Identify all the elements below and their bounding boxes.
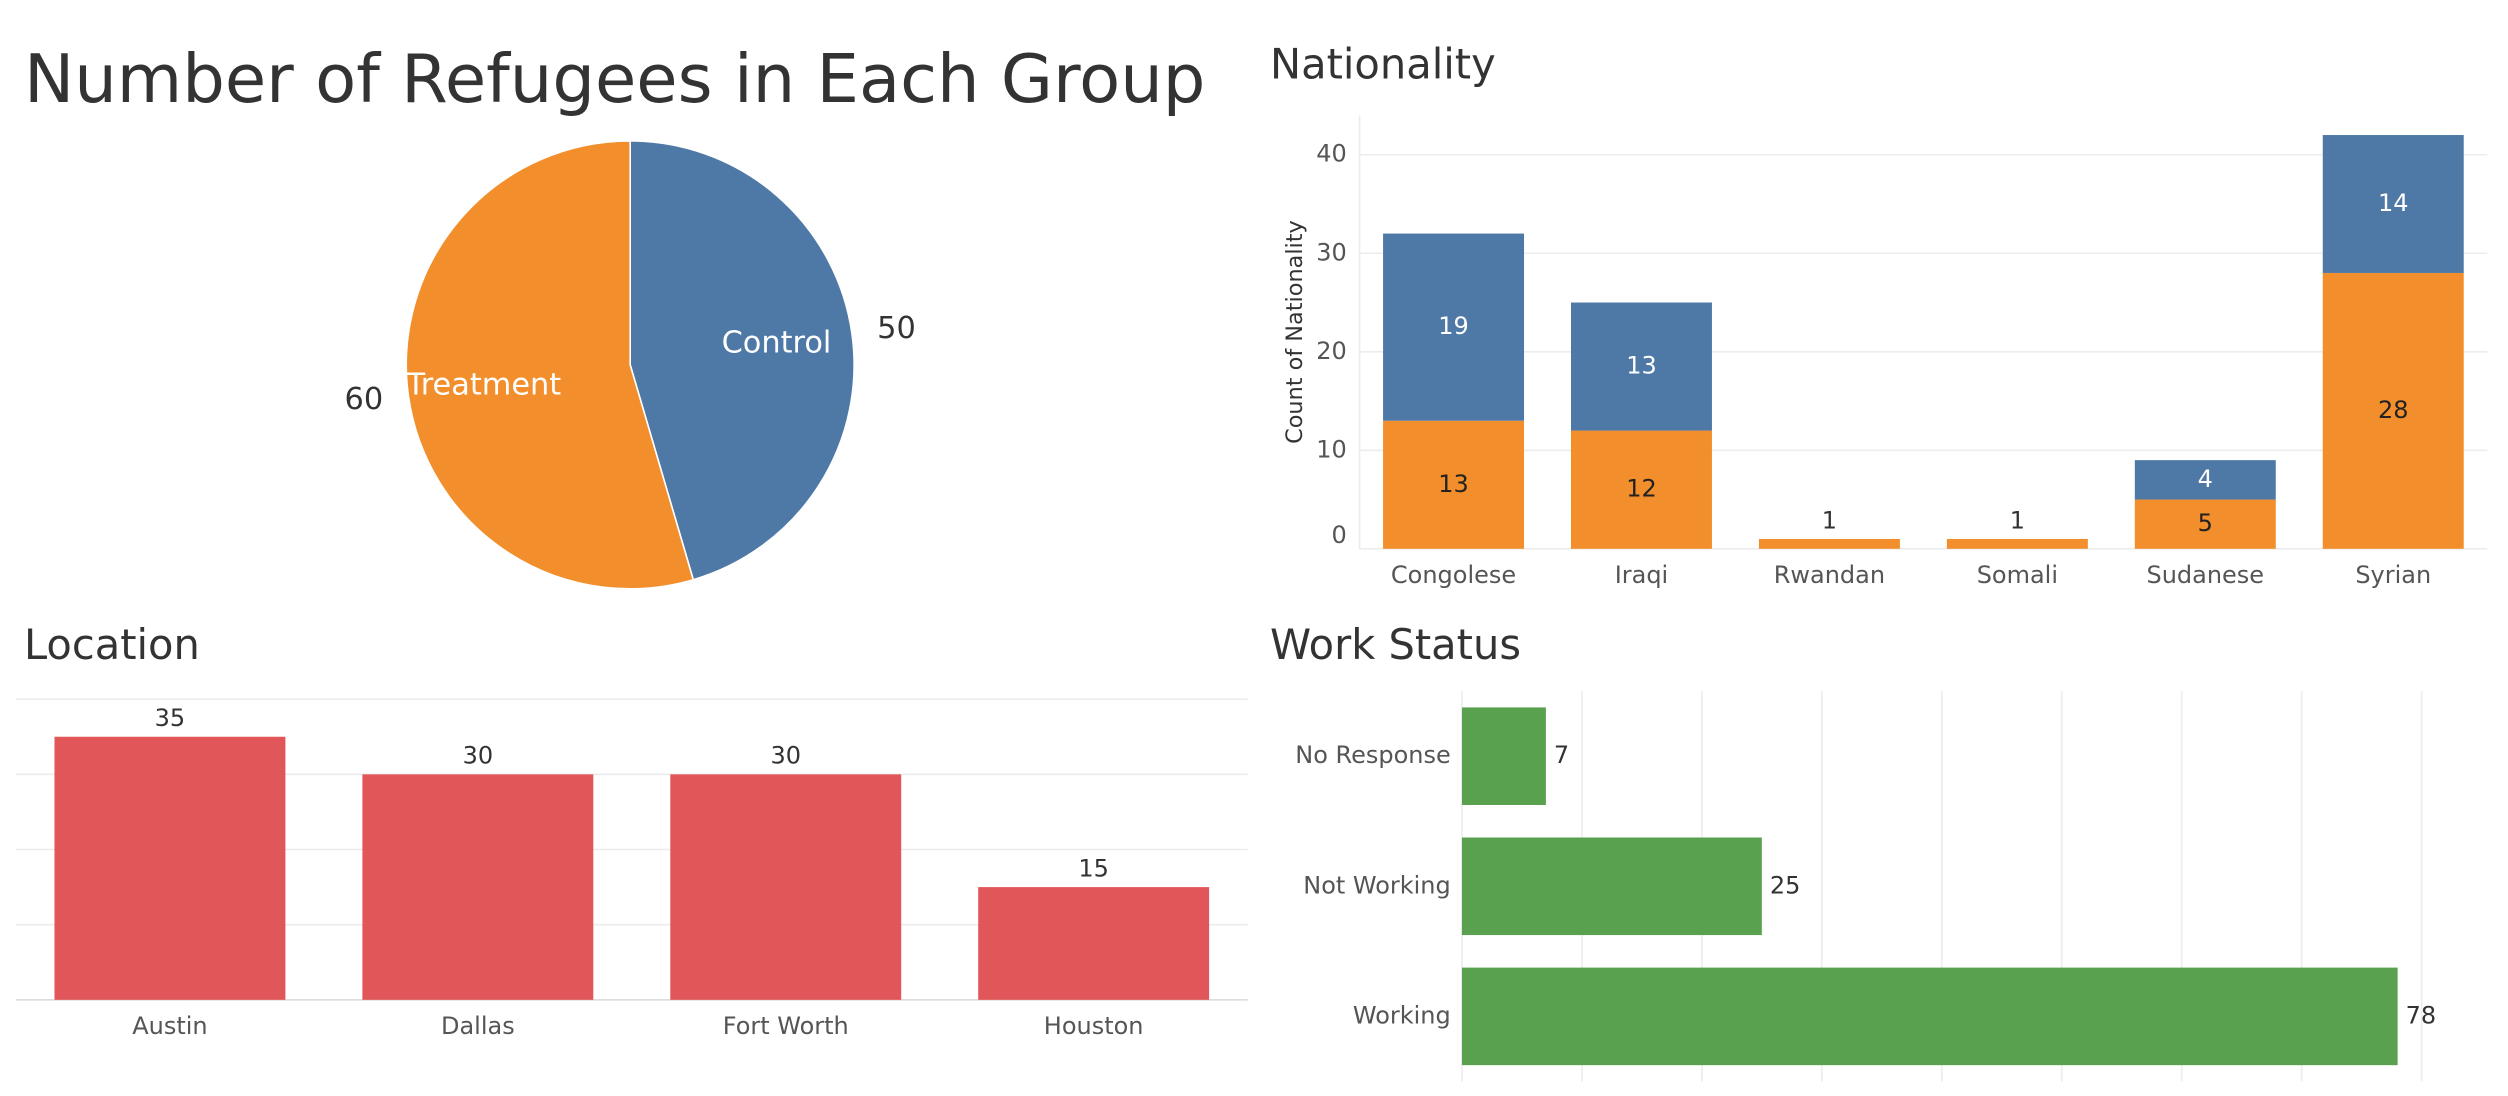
bar bbox=[54, 736, 286, 1000]
bar bbox=[978, 887, 1210, 1000]
x-tick-label: Rwandan bbox=[1774, 561, 1885, 589]
pie-slice bbox=[405, 140, 695, 590]
bar-segment bbox=[1570, 430, 1712, 549]
x-tick-label: Somali bbox=[1977, 561, 2058, 589]
y-tick-label: Working bbox=[1353, 1001, 1451, 1029]
y-tick-label: 20 bbox=[1316, 337, 1347, 365]
y-axis-label: Count of Nationality bbox=[1282, 220, 1308, 444]
slice-label: Treatment bbox=[406, 367, 562, 402]
bar-value-label: 7 bbox=[1554, 741, 1569, 769]
chart-title: Work Status bbox=[1270, 620, 1521, 669]
chart-title: Nationality bbox=[1270, 39, 1496, 88]
y-tick-label: 10 bbox=[1316, 435, 1347, 463]
pie-slice bbox=[629, 140, 855, 581]
bar-segment bbox=[1383, 233, 1525, 421]
chart-title: Location bbox=[24, 620, 200, 669]
bar-segment bbox=[2134, 499, 2276, 549]
y-tick-label: 0 bbox=[1332, 521, 1347, 549]
bar-value-label: 25 bbox=[1770, 871, 1801, 899]
bar-segment bbox=[1383, 420, 1525, 549]
bar-value-label: 35 bbox=[155, 704, 186, 732]
x-tick-label: Sudanese bbox=[2147, 561, 2265, 589]
x-tick-label: Dallas bbox=[441, 1012, 515, 1040]
bar-value-label: 19 bbox=[1438, 312, 1469, 340]
bar-value-label: 13 bbox=[1438, 470, 1469, 498]
x-tick-label: Austin bbox=[132, 1012, 207, 1040]
bar-segment bbox=[2134, 460, 2276, 500]
bar-value-label: 30 bbox=[770, 742, 801, 770]
x-tick-label: Fort Worth bbox=[723, 1012, 849, 1040]
y-tick-label: No Response bbox=[1295, 741, 1450, 769]
bar-value-label: 1 bbox=[1822, 506, 1837, 534]
bar bbox=[670, 774, 902, 1000]
bar-value-label: 14 bbox=[2378, 189, 2409, 217]
bar bbox=[1461, 967, 2398, 1066]
bar-segment bbox=[1946, 538, 2088, 549]
bar-segment bbox=[2322, 135, 2464, 273]
slice-value: 50 bbox=[877, 311, 916, 346]
bar-value-label: 5 bbox=[2198, 509, 2213, 537]
chart-title: Number of Refugees in Each Group bbox=[24, 40, 1205, 118]
bar-value-label: 4 bbox=[2198, 465, 2213, 493]
y-tick-label: 30 bbox=[1316, 238, 1347, 266]
y-tick-label: 40 bbox=[1316, 140, 1347, 168]
bar-segment bbox=[2322, 272, 2464, 549]
x-tick-label: Iraqi bbox=[1615, 561, 1669, 589]
bar-value-label: 28 bbox=[2378, 396, 2409, 424]
slice-label: Control bbox=[722, 325, 832, 360]
y-tick-label: Not Working bbox=[1303, 871, 1450, 899]
bar-value-label: 13 bbox=[1626, 352, 1657, 380]
bar bbox=[1461, 837, 1762, 936]
bar-value-label: 1 bbox=[2010, 506, 2025, 534]
x-tick-label: Houston bbox=[1044, 1012, 1144, 1040]
x-tick-label: Syrian bbox=[2355, 561, 2431, 589]
x-tick-label: Congolese bbox=[1391, 561, 1516, 589]
bar-value-label: 15 bbox=[1078, 854, 1109, 882]
bar bbox=[1461, 707, 1546, 805]
bar-segment bbox=[1758, 538, 1900, 549]
slice-value: 60 bbox=[345, 382, 384, 417]
bar-segment bbox=[1570, 302, 1712, 431]
bar-value-label: 30 bbox=[463, 742, 494, 770]
bar-value-label: 78 bbox=[2406, 1001, 2437, 1029]
bar bbox=[362, 774, 594, 1000]
bar-value-label: 12 bbox=[1626, 475, 1657, 503]
